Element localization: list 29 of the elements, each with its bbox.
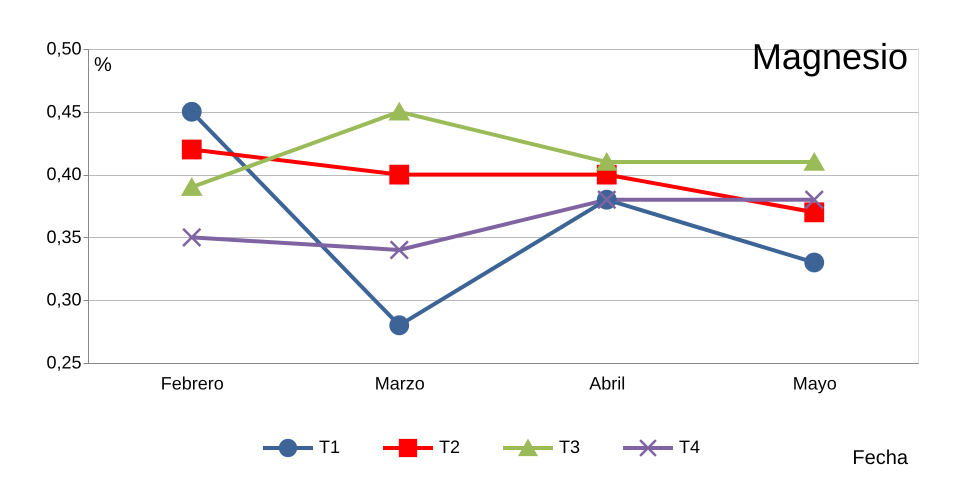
y-tick-label: 0,35: [46, 226, 82, 247]
legend-label: T4: [679, 437, 700, 457]
x-tick-label: Mayo: [792, 374, 837, 394]
y-axis-title: %: [94, 54, 112, 76]
legend-label: T2: [439, 437, 460, 457]
point: [182, 178, 202, 196]
legend-label: T1: [319, 437, 340, 457]
chart-title: Magnesio: [752, 36, 908, 77]
x-tick-label: Marzo: [374, 374, 425, 394]
x-tick-label: Febrero: [160, 374, 224, 394]
point: [389, 240, 410, 260]
point: [389, 315, 410, 336]
point: [804, 190, 824, 210]
point: [182, 102, 202, 122]
legend-label: T3: [559, 437, 580, 457]
y-tick-label: 0,40: [46, 164, 82, 184]
y-tick-label: 0,45: [46, 101, 82, 122]
y-tick-label: 0,30: [46, 290, 82, 310]
point: [182, 227, 202, 248]
x-axis-title: Fecha: [852, 447, 909, 469]
point: [389, 103, 410, 121]
point: [182, 140, 202, 160]
point: [804, 153, 824, 171]
point: [389, 164, 410, 185]
y-tick-label: 0,25: [46, 352, 82, 372]
x-tick-label: Abril: [589, 374, 626, 394]
point: [804, 252, 824, 272]
y-tick-label: 0,50: [46, 38, 82, 58]
point: [596, 153, 617, 171]
